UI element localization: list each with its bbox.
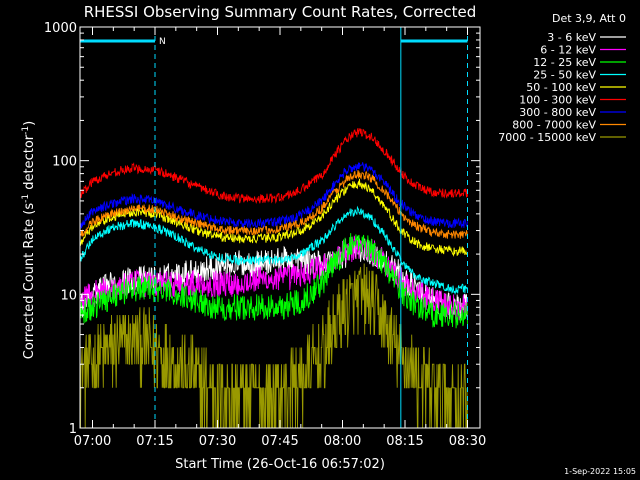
plot-area: N <box>79 27 468 429</box>
y-tick-label-0: 1 <box>69 422 77 437</box>
footer-timestamp: 1-Sep-2022 15:05 <box>564 467 636 476</box>
x-tick-label-5: 08:15 <box>386 434 423 449</box>
x-tick-label-6: 08:30 <box>449 434 486 449</box>
y-tick-label-1: 10 <box>60 288 77 303</box>
series-line-2 <box>79 233 468 329</box>
series-line-7 <box>79 169 468 239</box>
series-line-4 <box>79 178 468 257</box>
y-tick-label-2: 100 <box>52 155 77 170</box>
axes: 07:00 07:15 07:30 07:45 08:00 08:15 08:30 1 10 10… <box>44 21 486 449</box>
legend-label-8: 7000 - 15000 keV <box>498 131 596 144</box>
legend-label-6: 300 - 800 keV <box>519 106 596 119</box>
legend-title: Det 3,9, Att 0 <box>552 12 626 25</box>
legend-label-2: 12 - 25 keV <box>533 56 596 69</box>
y-axis-label-sup2: -1 <box>21 126 31 135</box>
x-tick-label-1: 07:15 <box>136 434 173 449</box>
legend-label-0: 3 - 6 keV <box>547 31 596 44</box>
y-tick-label-3: 1000 <box>44 21 77 36</box>
y-axis-label-main: Corrected Count Rate (s <box>22 203 37 360</box>
x-tick-label-0: 07:00 <box>74 434 111 449</box>
x-axis-label: Start Time (26-Oct-16 06:57:02) <box>175 457 385 472</box>
chart-title: RHESSI Observing Summary Count Rates, Co… <box>84 3 477 21</box>
legend-label-5: 100 - 300 keV <box>519 94 596 107</box>
x-tick-label-4: 08:00 <box>324 434 361 449</box>
x-tick-label-2: 07:30 <box>199 434 236 449</box>
series-line-8 <box>80 263 468 429</box>
status-bar-label-0: N <box>159 37 166 47</box>
legend-label-3: 25 - 50 keV <box>533 69 596 82</box>
y-axis-label: Corrected Count Rate (s-1 detector-1) <box>21 121 37 359</box>
series-line-3 <box>79 205 468 296</box>
y-axis-label-sup1: -1 <box>21 194 31 203</box>
x-tick-label-3: 07:45 <box>261 434 298 449</box>
legend-label-1: 6 - 12 keV <box>540 44 596 57</box>
legend-label-4: 50 - 100 keV <box>526 81 596 94</box>
series-line-6 <box>79 162 468 230</box>
legend-label-7: 800 - 7000 keV <box>512 119 596 132</box>
y-axis-label-end: ) <box>22 121 37 126</box>
series-line-5 <box>79 127 468 205</box>
y-axis-label-mid: detector <box>22 134 37 194</box>
